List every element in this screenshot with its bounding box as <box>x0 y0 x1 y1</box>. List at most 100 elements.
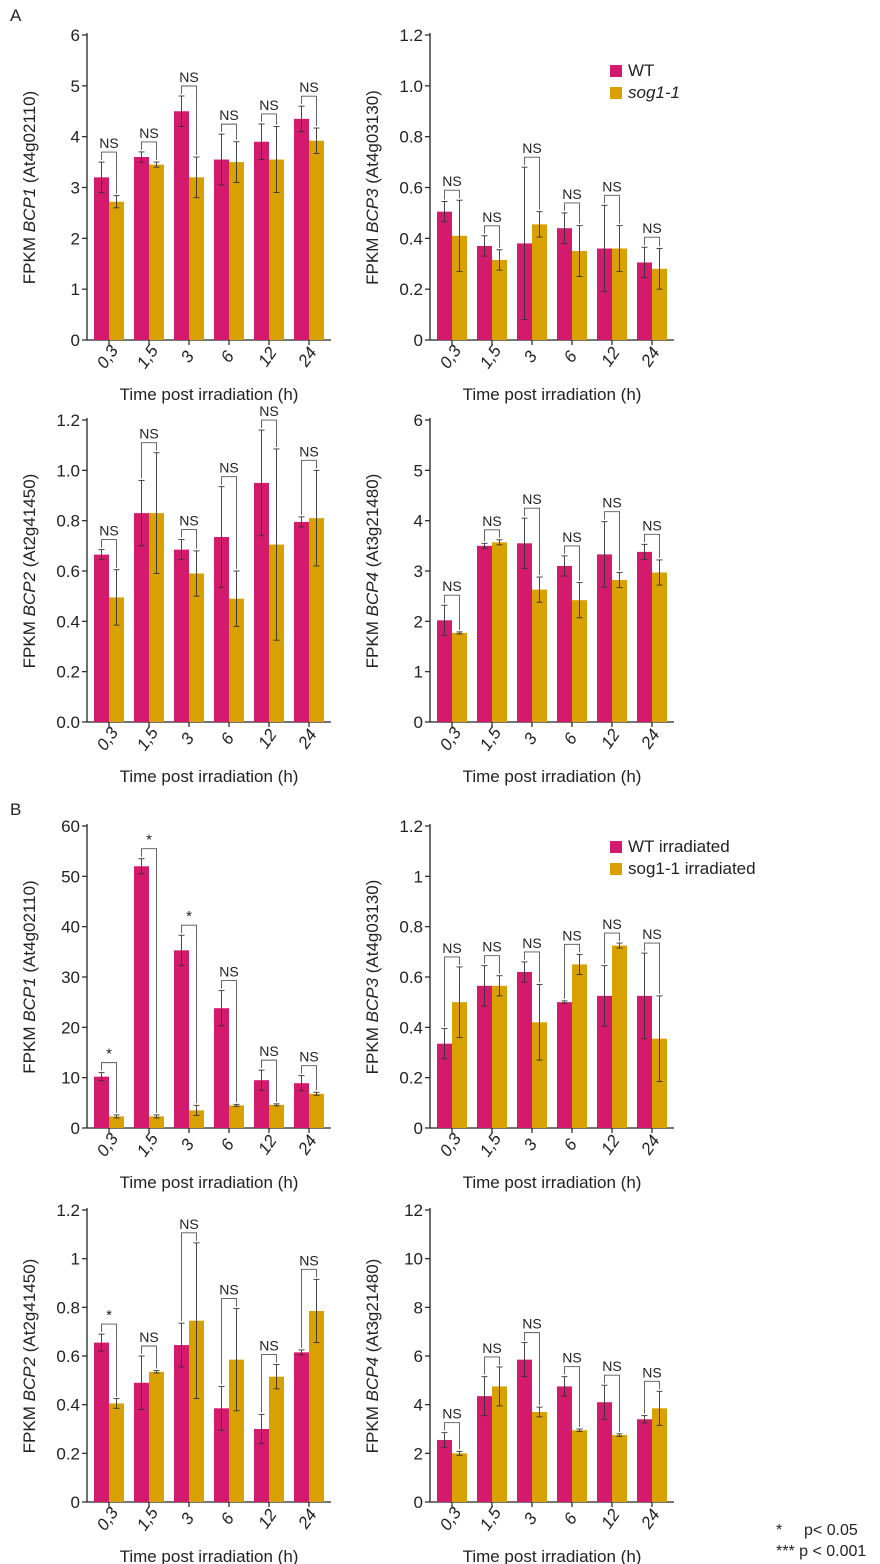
significance-label: NS <box>259 97 278 113</box>
x-tick-label: 0,3 <box>93 341 122 372</box>
significance-bracket <box>564 545 580 581</box>
x-tick-label: 24 <box>637 726 664 753</box>
bar-sog <box>652 572 667 722</box>
significance-label: NS <box>219 964 238 980</box>
y-tick-label: 0.8 <box>56 1298 80 1317</box>
significance-bracket <box>261 113 277 125</box>
y-tick-label: 4 <box>414 512 423 531</box>
significance-bracket <box>261 1354 277 1413</box>
significance-bracket <box>261 1059 277 1102</box>
bar-sog <box>532 224 547 340</box>
y-tick-label: 30 <box>61 968 80 987</box>
significance-label: NS <box>442 173 461 189</box>
y-tick-label: 1.2 <box>399 26 423 45</box>
significance-label: NS <box>482 1340 501 1356</box>
significance-bracket <box>444 594 460 630</box>
y-tick-label: 5 <box>71 77 80 96</box>
x-tick-label: 1,5 <box>476 1129 505 1160</box>
x-tick-label: 0,3 <box>436 341 465 372</box>
significance-bracket <box>181 85 197 155</box>
significance-label: NS <box>179 1216 198 1232</box>
bar-wt <box>94 177 109 340</box>
bar-sog <box>229 598 244 722</box>
x-tick-label: 1,5 <box>133 341 162 372</box>
y-tick-label: 0.4 <box>399 229 423 248</box>
legend-panel-a: WT sog1-1 <box>610 60 680 104</box>
bar-sog <box>652 268 667 340</box>
footnote-mark-2: *** <box>776 1543 795 1560</box>
y-tick-label: 0.6 <box>56 562 80 581</box>
bar-wt <box>557 565 572 722</box>
bar-sog <box>572 600 587 722</box>
y-tick-label: 0.4 <box>56 612 80 631</box>
significance-label: NS <box>299 1252 318 1268</box>
x-tick-label: 6 <box>560 1135 581 1154</box>
x-tick-label: 3 <box>177 1135 198 1154</box>
bar-sog <box>229 1105 244 1128</box>
bar-wt <box>294 521 309 722</box>
y-tick-label: 0.8 <box>399 918 423 937</box>
significance-bracket <box>484 955 500 974</box>
bar-sog <box>309 1093 324 1128</box>
y-tick-label: 0.4 <box>56 1396 80 1415</box>
significance-label: NS <box>219 107 238 123</box>
significance-label: NS <box>219 460 238 476</box>
bar-sog <box>572 251 587 340</box>
x-tick-label: 12 <box>597 1131 624 1158</box>
footnote-text-2: p < 0.001 <box>799 1543 867 1560</box>
y-axis-label: FPKM BCP4 (At3g21480) <box>363 474 382 669</box>
significance-bracket <box>644 236 660 247</box>
significance-bracket <box>444 1422 460 1450</box>
bar-sog <box>109 597 124 722</box>
x-tick-label: 12 <box>254 1131 281 1158</box>
bar-sog <box>652 1038 667 1128</box>
bar-wt <box>254 141 269 340</box>
bar-sog <box>572 964 587 1128</box>
x-tick-label: 12 <box>254 1505 281 1532</box>
x-tick-label: 0,3 <box>93 723 122 754</box>
bar-sog <box>269 159 284 340</box>
y-tick-label: 0.2 <box>56 1444 80 1463</box>
bar-sog <box>452 235 467 340</box>
bar-sog <box>492 259 507 340</box>
significance-bracket <box>484 529 500 542</box>
y-tick-label: 2 <box>71 229 80 248</box>
y-tick-label: 1 <box>71 280 80 299</box>
bar-wt <box>437 620 452 722</box>
y-axis-label: FPKM BCP3 (At4g03130) <box>363 90 382 285</box>
significance-label: NS <box>482 513 501 529</box>
footnote-row-2: *** p < 0.001 <box>776 1541 866 1562</box>
x-tick-label: 6 <box>560 729 581 748</box>
y-tick-label: 0.2 <box>56 663 80 682</box>
y-tick-label: 0 <box>414 1493 423 1512</box>
x-tick-label: 1,5 <box>133 723 162 754</box>
significance-bracket <box>221 123 237 140</box>
y-tick-label: 0.6 <box>56 1347 80 1366</box>
significance-bracket <box>524 156 540 210</box>
y-tick-label: 8 <box>414 1298 423 1317</box>
bar-wt <box>294 118 309 340</box>
bar-wt <box>437 211 452 340</box>
x-tick-label: 24 <box>637 344 664 371</box>
x-tick-label: 3 <box>177 1509 198 1528</box>
bar-sog <box>189 573 204 722</box>
bar-wt <box>477 1396 492 1502</box>
bar-wt <box>174 950 189 1128</box>
significance-footnote: * p< 0.05 *** p < 0.001 <box>776 1520 866 1562</box>
significance-bracket <box>261 419 277 447</box>
legend-label-sog-irradiated: sog1-1 irradiated <box>628 859 756 878</box>
bar-wt <box>597 1402 612 1502</box>
footnote-text-1: p< 0.05 <box>804 1522 858 1539</box>
bar-sog <box>229 162 244 340</box>
x-tick-label: 0,3 <box>436 723 465 754</box>
y-axis-label: FPKM BCP2 (At2g41450) <box>20 474 39 669</box>
significance-bracket <box>564 943 580 999</box>
bar-sog <box>532 1411 547 1502</box>
y-tick-label: 0.2 <box>399 1069 423 1088</box>
bar-sog <box>452 1453 467 1502</box>
legend-label-wt-irradiated: WT irradiated <box>628 837 730 856</box>
x-tick-label: 12 <box>597 1505 624 1532</box>
bar-wt <box>294 1083 309 1128</box>
significance-label: NS <box>562 529 581 545</box>
